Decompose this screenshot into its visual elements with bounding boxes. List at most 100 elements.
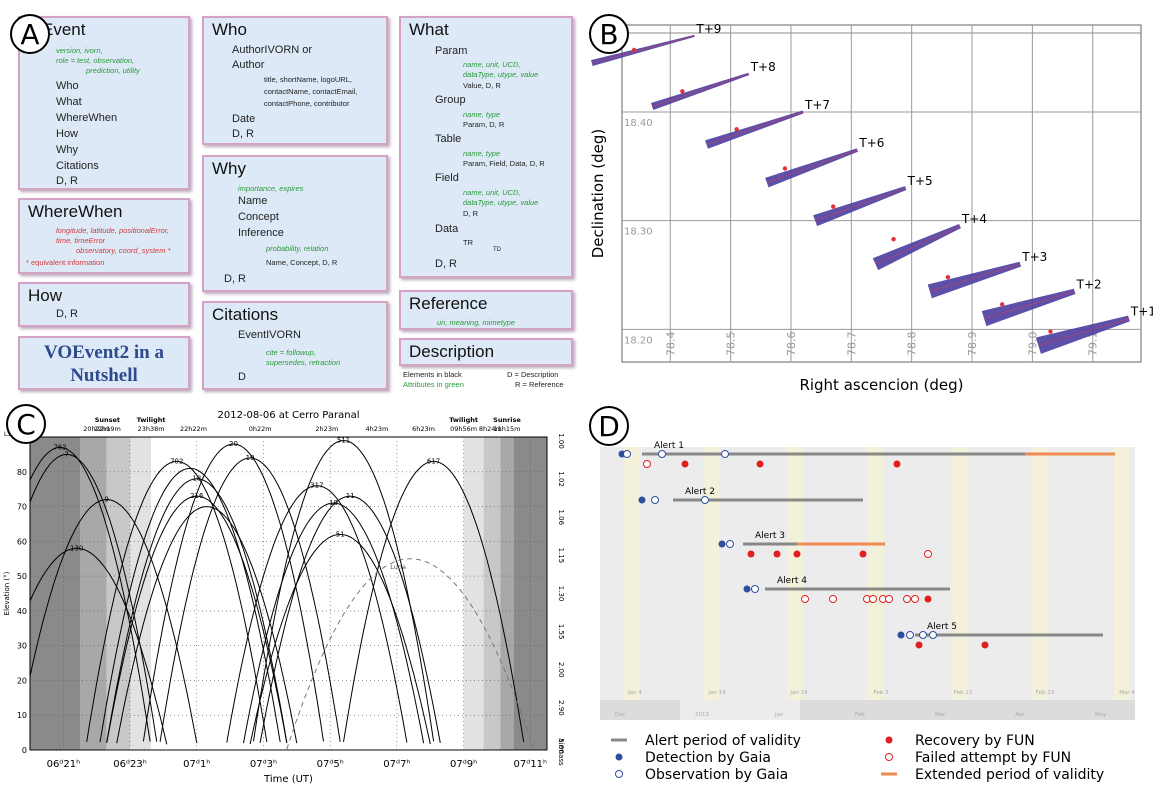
top-event-time: 4h23m — [365, 425, 388, 433]
panel-c-elevation-plot: C 0 10 20 30 40 50 60 70 80 06ᵈ21ʰ 06ᵈ23ʰ 07ᵈ1ʰ 07ᵈ3… — [0, 400, 585, 790]
what-data: Data — [435, 223, 459, 235]
why-box: Why importance, expires Name Concept Inf… — [202, 155, 388, 292]
x-tick-label: Feb 13 — [954, 690, 973, 696]
trajectory-core — [652, 73, 749, 108]
y-axis-label: Elevation (°) — [3, 571, 11, 615]
nutshell-box: VOEvent2 in a Nutshell — [18, 336, 190, 390]
red-point — [734, 127, 739, 132]
chart-title: 2012-08-06 at Cerro Paranal — [218, 410, 360, 421]
red-point — [999, 302, 1005, 307]
navigator-label: May — [1095, 712, 1107, 718]
target-curve — [142, 443, 324, 742]
who-sub: contactName, contactEmail, — [264, 87, 358, 96]
trajectory-core — [814, 187, 906, 222]
navigator-label: Jan — [774, 712, 784, 718]
x-tick-label: Feb 23 — [1036, 690, 1055, 696]
lst-label: LS — [4, 431, 11, 438]
gaia-observation — [658, 450, 666, 458]
wherewhen-attrs-1: longitude, latitude, positionalError, — [56, 226, 169, 235]
event-attrs-3: prediction, utility — [86, 66, 140, 75]
red-point — [782, 166, 788, 171]
fun-failed-attempt — [911, 595, 919, 603]
red-point — [631, 47, 637, 53]
airmass-tick-label: 1.15 — [557, 548, 565, 564]
panel-a-voevent-diagram: A Event version, ivorn, role = test, obs… — [0, 0, 585, 395]
twilight-band — [483, 437, 501, 750]
fun-recovery — [924, 595, 932, 603]
top-event-time: 23h38m — [138, 425, 165, 433]
who-item: D, R — [232, 128, 254, 140]
why-sub: Name, Concept, D, R — [266, 258, 338, 267]
why-attrs-2: probability, relation — [266, 244, 329, 253]
what-field-attrs-1: name, unit, UCD, — [463, 188, 521, 197]
plot-area — [621, 24, 1142, 363]
twilight-band — [463, 437, 484, 750]
airmass-tick-label: 2.00 — [557, 662, 565, 678]
target-curve — [29, 453, 158, 742]
target-curve — [226, 485, 408, 743]
target-curve — [116, 506, 298, 744]
highlight-column — [624, 447, 640, 700]
alert-label: Alert 5 — [927, 622, 957, 632]
who-item: Date — [232, 113, 256, 125]
citations-item: EventIVORN — [238, 329, 301, 341]
top-event-time: 6h23m — [412, 425, 435, 433]
what-tr: TR — [463, 238, 473, 247]
gaia-detection — [638, 496, 646, 504]
how-box: How D, R — [18, 282, 190, 327]
why-title: Why — [212, 159, 246, 178]
alert-timeline-chart: Jan 4 Jan 14 Jan 24 Feb 3 Feb 13 Feb 23 Mar 4 D… — [600, 441, 1135, 783]
gaia-observation — [726, 540, 734, 548]
reference-title: Reference — [409, 294, 488, 313]
x-tick-label: 07ᵈ11ʰ — [514, 759, 548, 770]
target-curve — [29, 499, 198, 744]
reference-attrs: uri, meaning, mimetype — [437, 318, 515, 327]
x-tick-label: 07ᵈ5ʰ — [317, 759, 344, 770]
reference-box: Reference uri, meaning, mimetype — [399, 290, 573, 330]
legend-label: Recovery by FUN — [915, 733, 1035, 749]
fun-recovery — [981, 641, 989, 649]
target-curve — [29, 547, 168, 745]
x-tick-label: 79.0 — [1026, 332, 1039, 357]
target-curve — [253, 439, 435, 742]
navigator-window — [680, 700, 800, 720]
fun-failed-attempt — [829, 595, 837, 603]
top-event-name: Sunrise — [493, 416, 521, 424]
who-sub: title, shortName, logoURL, — [264, 75, 352, 84]
x-tick-label: Mar 4 — [1119, 690, 1135, 696]
y-tick-label: 30 — [17, 642, 27, 651]
elevation-chart: 0 10 20 30 40 50 60 70 80 06ᵈ21ʰ 06ᵈ23ʰ 07ᵈ1ʰ 07ᵈ3ʰ 0… — [3, 410, 565, 785]
trajectory-core — [875, 225, 961, 265]
y-tick-label: 40 — [17, 607, 27, 616]
event-item: D, R — [56, 175, 78, 187]
legend-elements: Elements in black — [403, 370, 462, 379]
epoch-label: T+3 — [1021, 250, 1047, 264]
fun-failed-attempt — [885, 595, 893, 603]
trajectory-core — [1038, 318, 1130, 347]
panel-label-b: B — [589, 14, 629, 54]
fun-failed-attempt — [924, 550, 932, 558]
highlight-column — [1032, 447, 1048, 700]
epoch-label: T+5 — [907, 174, 933, 188]
fun-recovery — [773, 550, 781, 558]
why-item: D, R — [224, 273, 246, 285]
citations-attrs-2: supersedes, retraction — [266, 358, 341, 367]
what-param-attrs-2: dataType, utype, value — [463, 70, 539, 79]
citations-title: Citations — [212, 305, 279, 324]
legend-label: Alert period of validity — [645, 733, 801, 749]
y-tick-label: 18.30 — [624, 227, 653, 238]
x-tick-label: 06ᵈ21ʰ — [47, 759, 81, 770]
nutshell-line-1: VOEvent2 in a — [44, 342, 164, 363]
twilight-band — [80, 437, 107, 750]
target-curve — [99, 467, 281, 743]
red-point — [945, 275, 951, 280]
y-tick-label: 18.40 — [624, 118, 653, 129]
legend-label: Observation by Gaia — [645, 767, 788, 783]
x-tick-label: 07ᵈ1ʰ — [183, 759, 210, 770]
red-point — [1048, 329, 1053, 334]
target-label: 18 — [192, 475, 201, 483]
night-band — [30, 437, 81, 750]
trajectory-core — [929, 263, 1021, 292]
moon-curve — [286, 558, 535, 750]
target-curve — [106, 495, 288, 743]
